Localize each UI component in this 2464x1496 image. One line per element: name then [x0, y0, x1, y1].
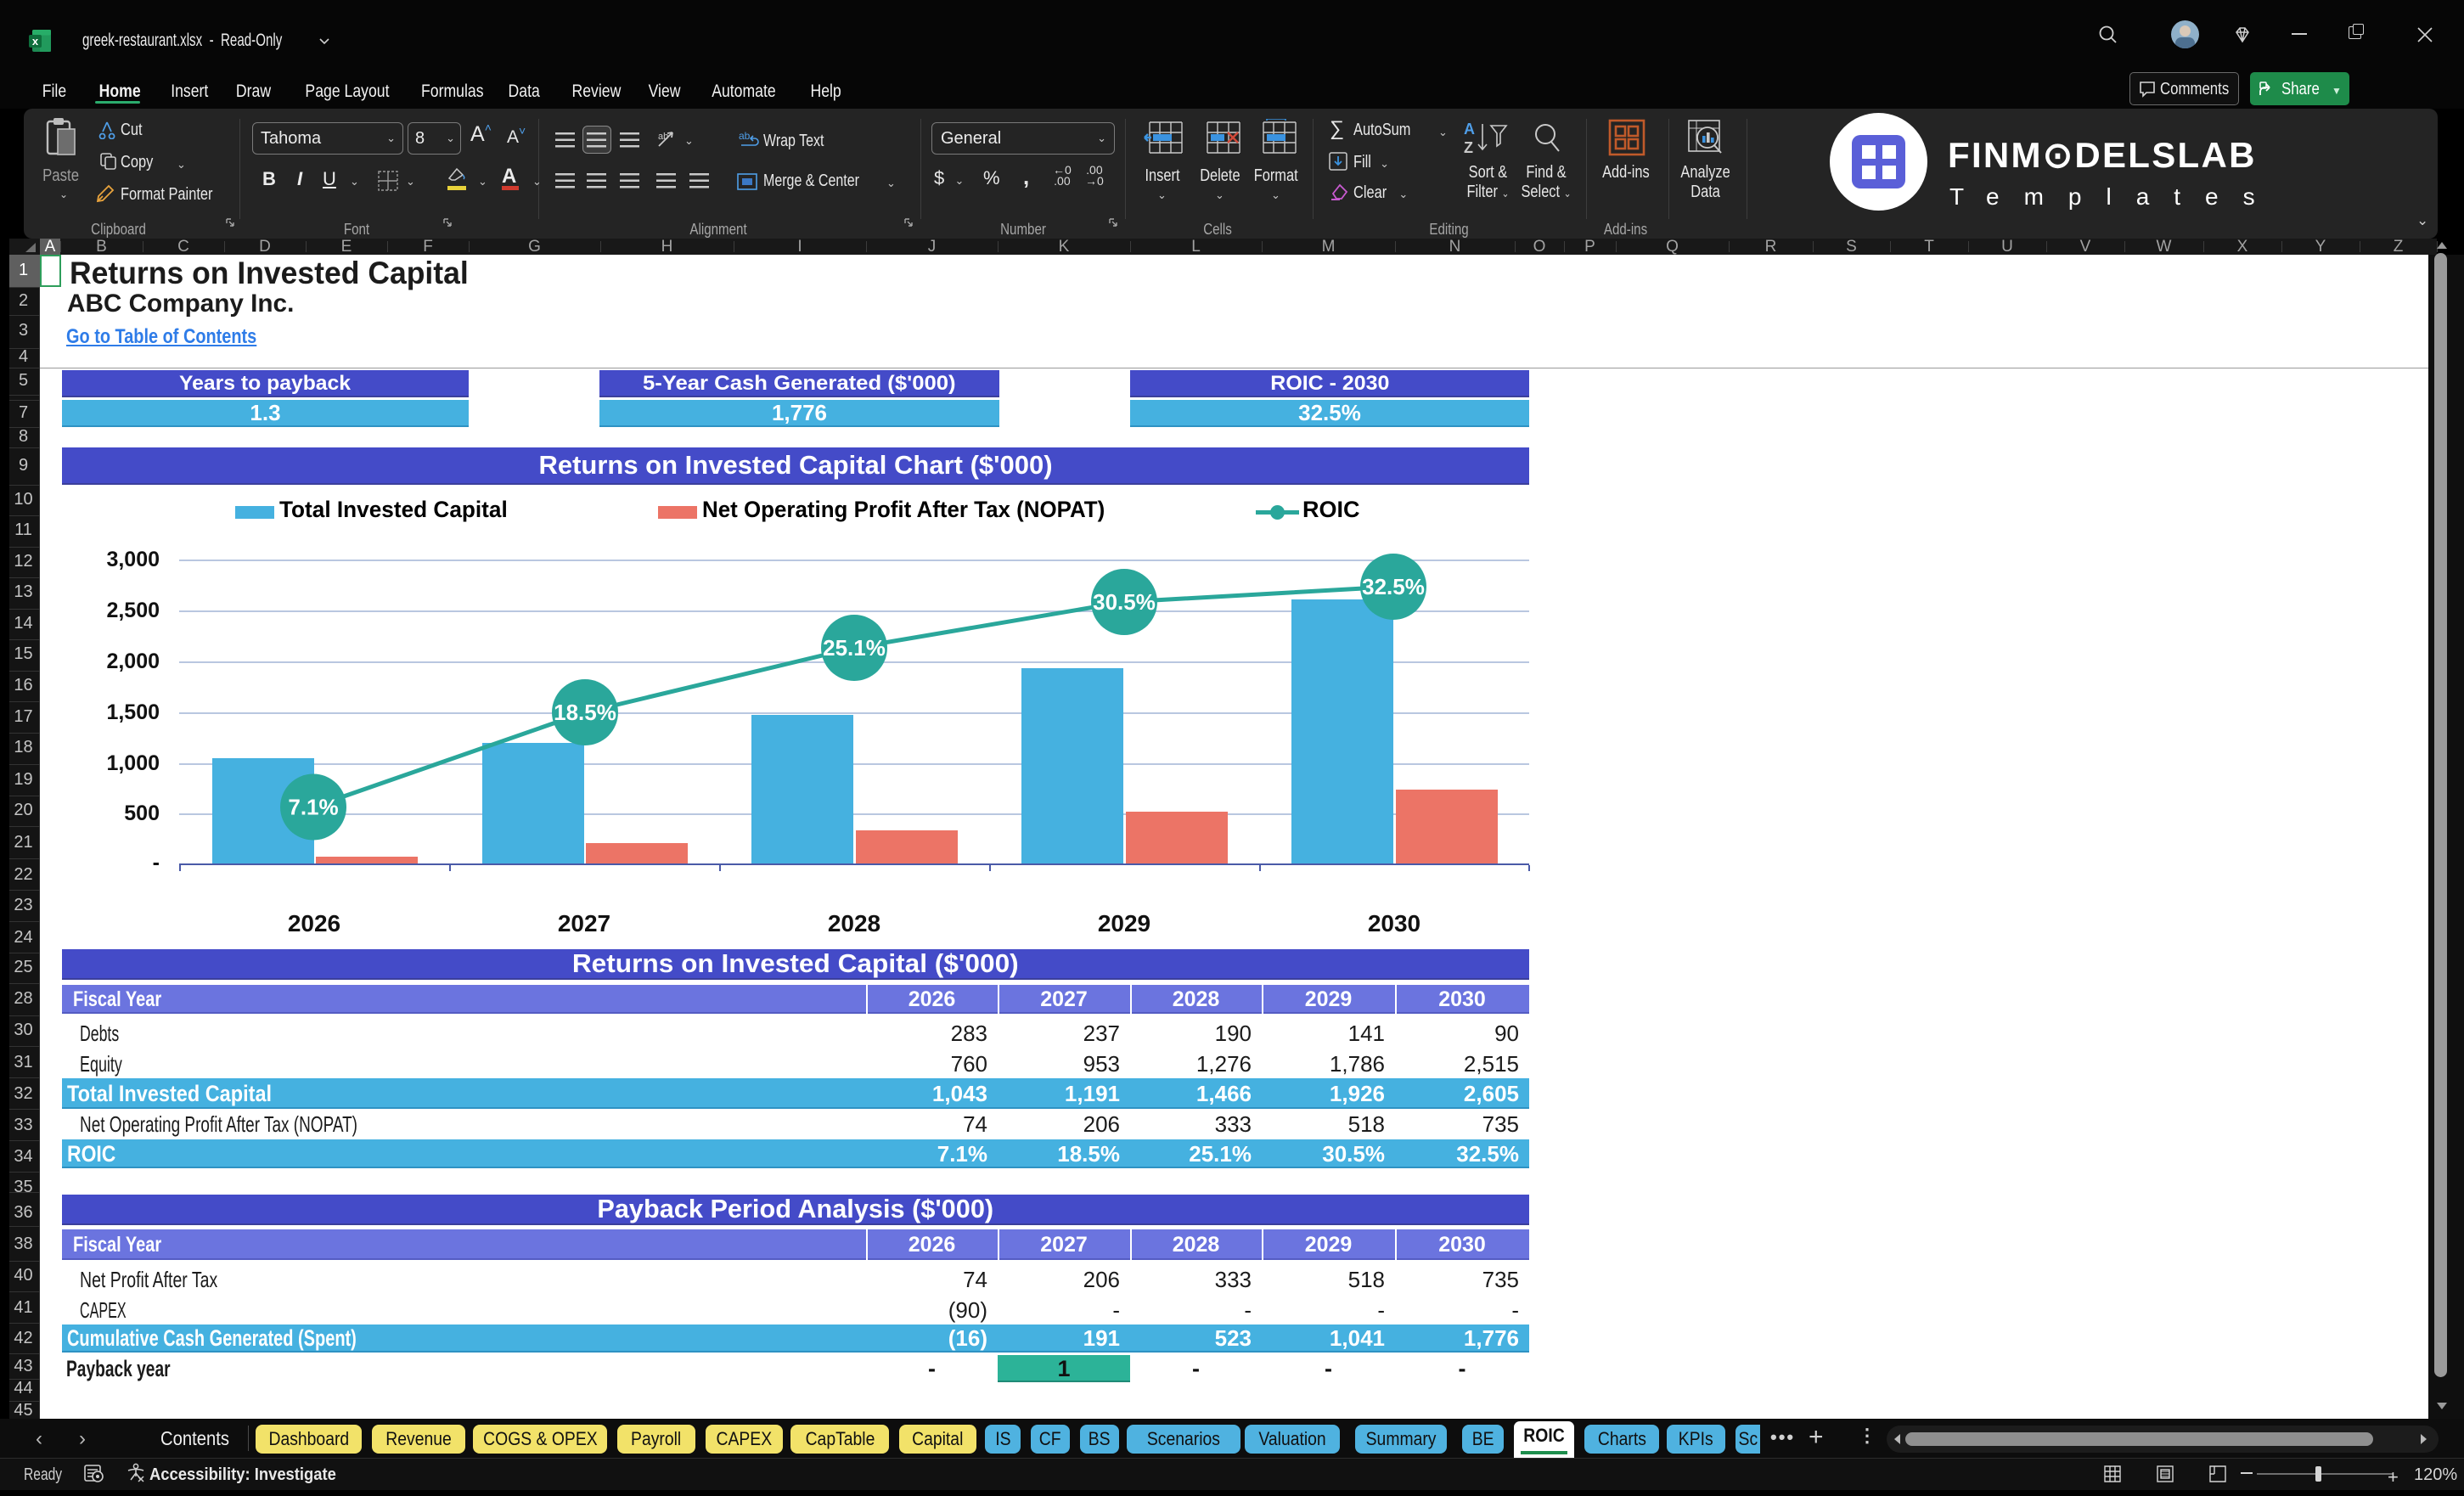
svg-text:ab: ab	[739, 130, 751, 142]
svg-text:A: A	[1464, 121, 1475, 138]
svg-text:32.5%: 32.5%	[1362, 574, 1425, 599]
svg-text:18.5%: 18.5%	[554, 700, 616, 725]
svg-text:Z: Z	[1464, 139, 1473, 156]
svg-text:7.1%: 7.1%	[288, 795, 338, 820]
svg-text:30.5%: 30.5%	[1093, 589, 1156, 615]
svg-text:x: x	[32, 35, 39, 48]
svg-text:ab: ab	[658, 132, 668, 142]
svg-text:25.1%: 25.1%	[823, 635, 886, 661]
